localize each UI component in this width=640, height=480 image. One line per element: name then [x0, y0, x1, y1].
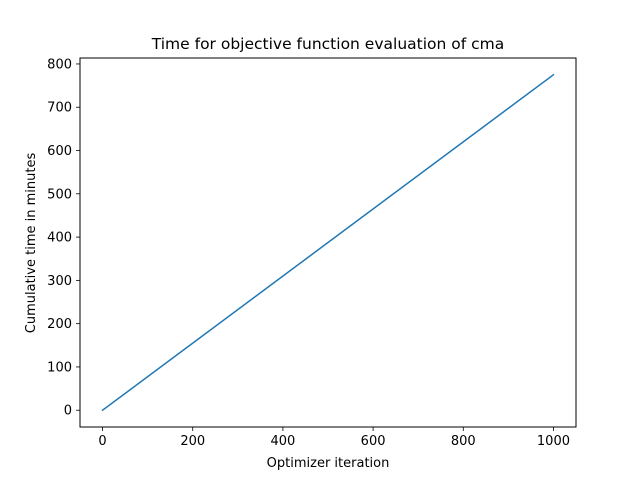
axes-frame — [79, 57, 577, 428]
y-axis-label: Cumulative time in minutes — [24, 153, 39, 334]
x-tick-label: 600 — [361, 434, 386, 449]
y-tick-label: 200 — [47, 317, 72, 332]
x-tick-label: 0 — [98, 434, 106, 449]
y-tick-label: 100 — [47, 360, 72, 375]
y-tick-label: 800 — [47, 57, 72, 72]
y-tick-label: 600 — [47, 144, 72, 159]
x-tick-label: 200 — [180, 434, 205, 449]
x-tick-label: 1000 — [537, 434, 570, 449]
x-tick-label: 400 — [270, 434, 295, 449]
x-axis-label: Optimizer iteration — [267, 456, 390, 471]
y-tick-label: 700 — [47, 101, 72, 116]
tick-layer: 0 200 400 600 800 1000 0 100 200 300 400 500 600 700 8… — [47, 57, 570, 449]
y-tick-label: 500 — [47, 187, 72, 202]
plot-area — [101, 73, 555, 412]
y-tick-label: 0 — [64, 404, 72, 419]
y-tick-label: 300 — [47, 274, 72, 289]
y-tick-label: 400 — [47, 231, 72, 246]
series-line-0 — [101, 73, 555, 412]
chart-title: Time for objective function evaluation o… — [151, 35, 505, 53]
x-tick-label: 800 — [451, 434, 476, 449]
